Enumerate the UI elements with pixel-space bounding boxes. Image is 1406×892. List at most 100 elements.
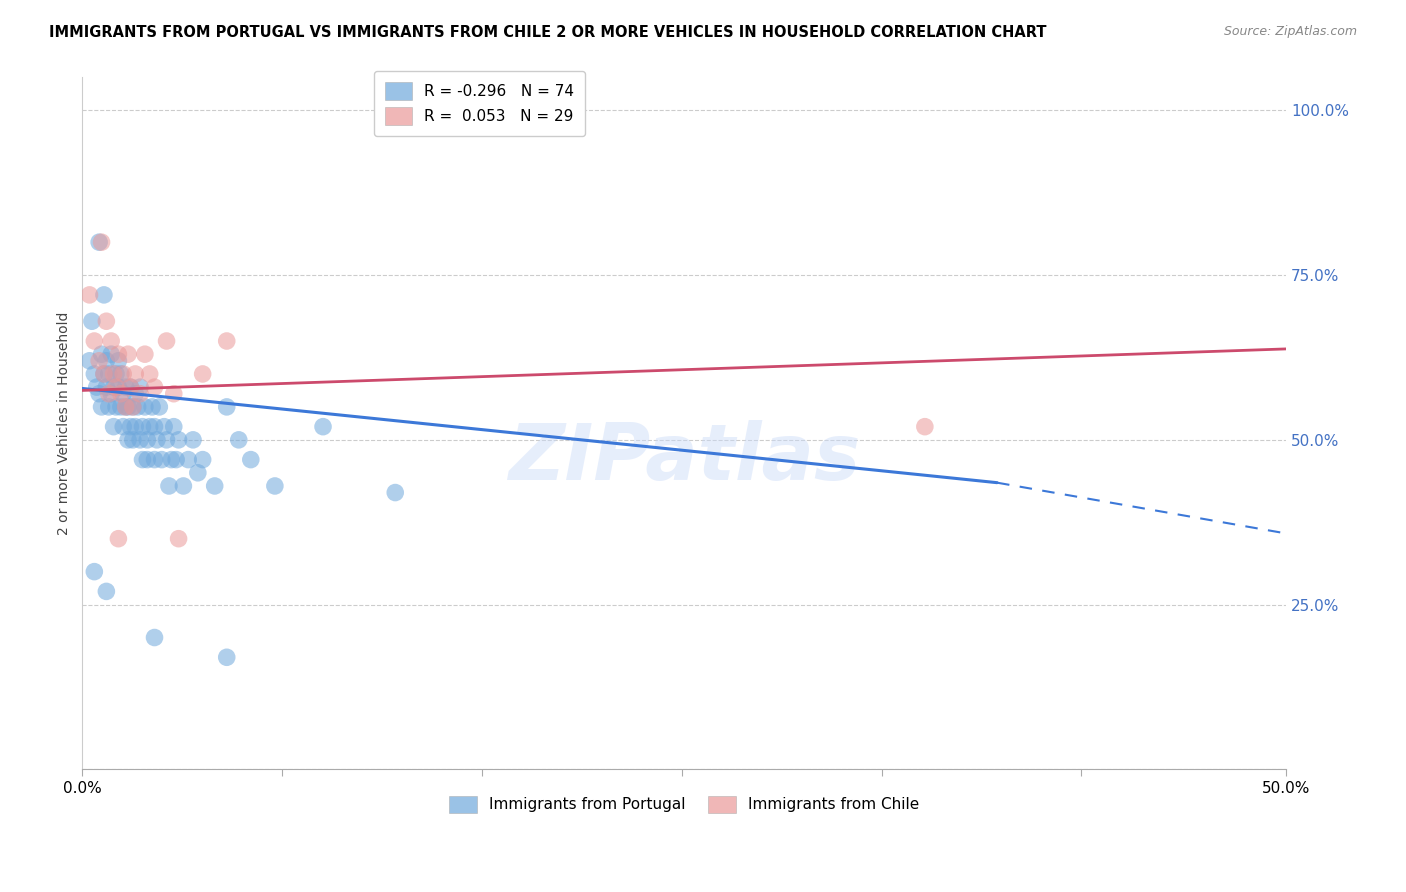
Point — [107, 353, 129, 368]
Point — [120, 380, 142, 394]
Point — [100, 386, 122, 401]
Point — [124, 386, 146, 401]
Point — [100, 334, 122, 348]
Point — [148, 400, 170, 414]
Point — [112, 367, 135, 381]
Point — [191, 452, 214, 467]
Point — [120, 380, 142, 394]
Point — [83, 334, 105, 348]
Point — [155, 334, 177, 348]
Point — [153, 419, 176, 434]
Legend: Immigrants from Portugal, Immigrants from Chile: Immigrants from Portugal, Immigrants fro… — [439, 785, 929, 824]
Point — [146, 433, 169, 447]
Point — [165, 452, 187, 467]
Point — [110, 386, 132, 401]
Point — [104, 367, 127, 381]
Point — [97, 400, 120, 414]
Point — [124, 367, 146, 381]
Point — [143, 380, 166, 394]
Point — [124, 419, 146, 434]
Point — [103, 380, 125, 394]
Point — [112, 419, 135, 434]
Point — [150, 452, 173, 467]
Point — [103, 419, 125, 434]
Point — [96, 353, 118, 368]
Point — [93, 367, 115, 381]
Point — [157, 479, 180, 493]
Point — [264, 479, 287, 493]
Point — [83, 565, 105, 579]
Point — [89, 235, 111, 249]
Point — [129, 386, 152, 401]
Point — [187, 466, 209, 480]
Point — [86, 380, 108, 394]
Text: ZIPatlas: ZIPatlas — [508, 420, 860, 496]
Point — [384, 485, 406, 500]
Point — [80, 314, 103, 328]
Point — [97, 386, 120, 401]
Point — [181, 433, 204, 447]
Point — [155, 433, 177, 447]
Text: Source: ZipAtlas.com: Source: ZipAtlas.com — [1223, 25, 1357, 38]
Point — [93, 367, 115, 381]
Point — [96, 584, 118, 599]
Point — [143, 452, 166, 467]
Point — [191, 367, 214, 381]
Point — [104, 380, 127, 394]
Point — [136, 452, 159, 467]
Point — [134, 347, 156, 361]
Point — [121, 400, 143, 414]
Point — [914, 419, 936, 434]
Point — [114, 400, 136, 414]
Point — [117, 433, 139, 447]
Point — [104, 400, 127, 414]
Point — [89, 386, 111, 401]
Point — [131, 419, 153, 434]
Point — [172, 479, 194, 493]
Point — [134, 400, 156, 414]
Point — [103, 367, 125, 381]
Point — [114, 380, 136, 394]
Point — [143, 631, 166, 645]
Point — [127, 400, 149, 414]
Point — [107, 532, 129, 546]
Point — [90, 235, 112, 249]
Y-axis label: 2 or more Vehicles in Household: 2 or more Vehicles in Household — [58, 311, 72, 535]
Point — [117, 400, 139, 414]
Point — [136, 433, 159, 447]
Point — [100, 347, 122, 361]
Point — [110, 367, 132, 381]
Point — [89, 353, 111, 368]
Point — [90, 400, 112, 414]
Point — [110, 400, 132, 414]
Text: IMMIGRANTS FROM PORTUGAL VS IMMIGRANTS FROM CHILE 2 OR MORE VEHICLES IN HOUSEHOL: IMMIGRANTS FROM PORTUGAL VS IMMIGRANTS F… — [49, 25, 1046, 40]
Point — [117, 347, 139, 361]
Point — [228, 433, 250, 447]
Point — [138, 419, 160, 434]
Point — [138, 367, 160, 381]
Point — [93, 288, 115, 302]
Point — [121, 433, 143, 447]
Point — [97, 367, 120, 381]
Point — [107, 347, 129, 361]
Point — [90, 347, 112, 361]
Point — [163, 419, 186, 434]
Point — [177, 452, 200, 467]
Point — [143, 419, 166, 434]
Point — [167, 532, 190, 546]
Point — [131, 452, 153, 467]
Point — [312, 419, 335, 434]
Point — [160, 452, 183, 467]
Point — [96, 380, 118, 394]
Point — [215, 650, 238, 665]
Point — [79, 353, 101, 368]
Point — [112, 386, 135, 401]
Point — [114, 400, 136, 414]
Point — [129, 433, 152, 447]
Point — [129, 380, 152, 394]
Point — [167, 433, 190, 447]
Point — [141, 400, 163, 414]
Point — [96, 314, 118, 328]
Point — [163, 386, 186, 401]
Point — [79, 288, 101, 302]
